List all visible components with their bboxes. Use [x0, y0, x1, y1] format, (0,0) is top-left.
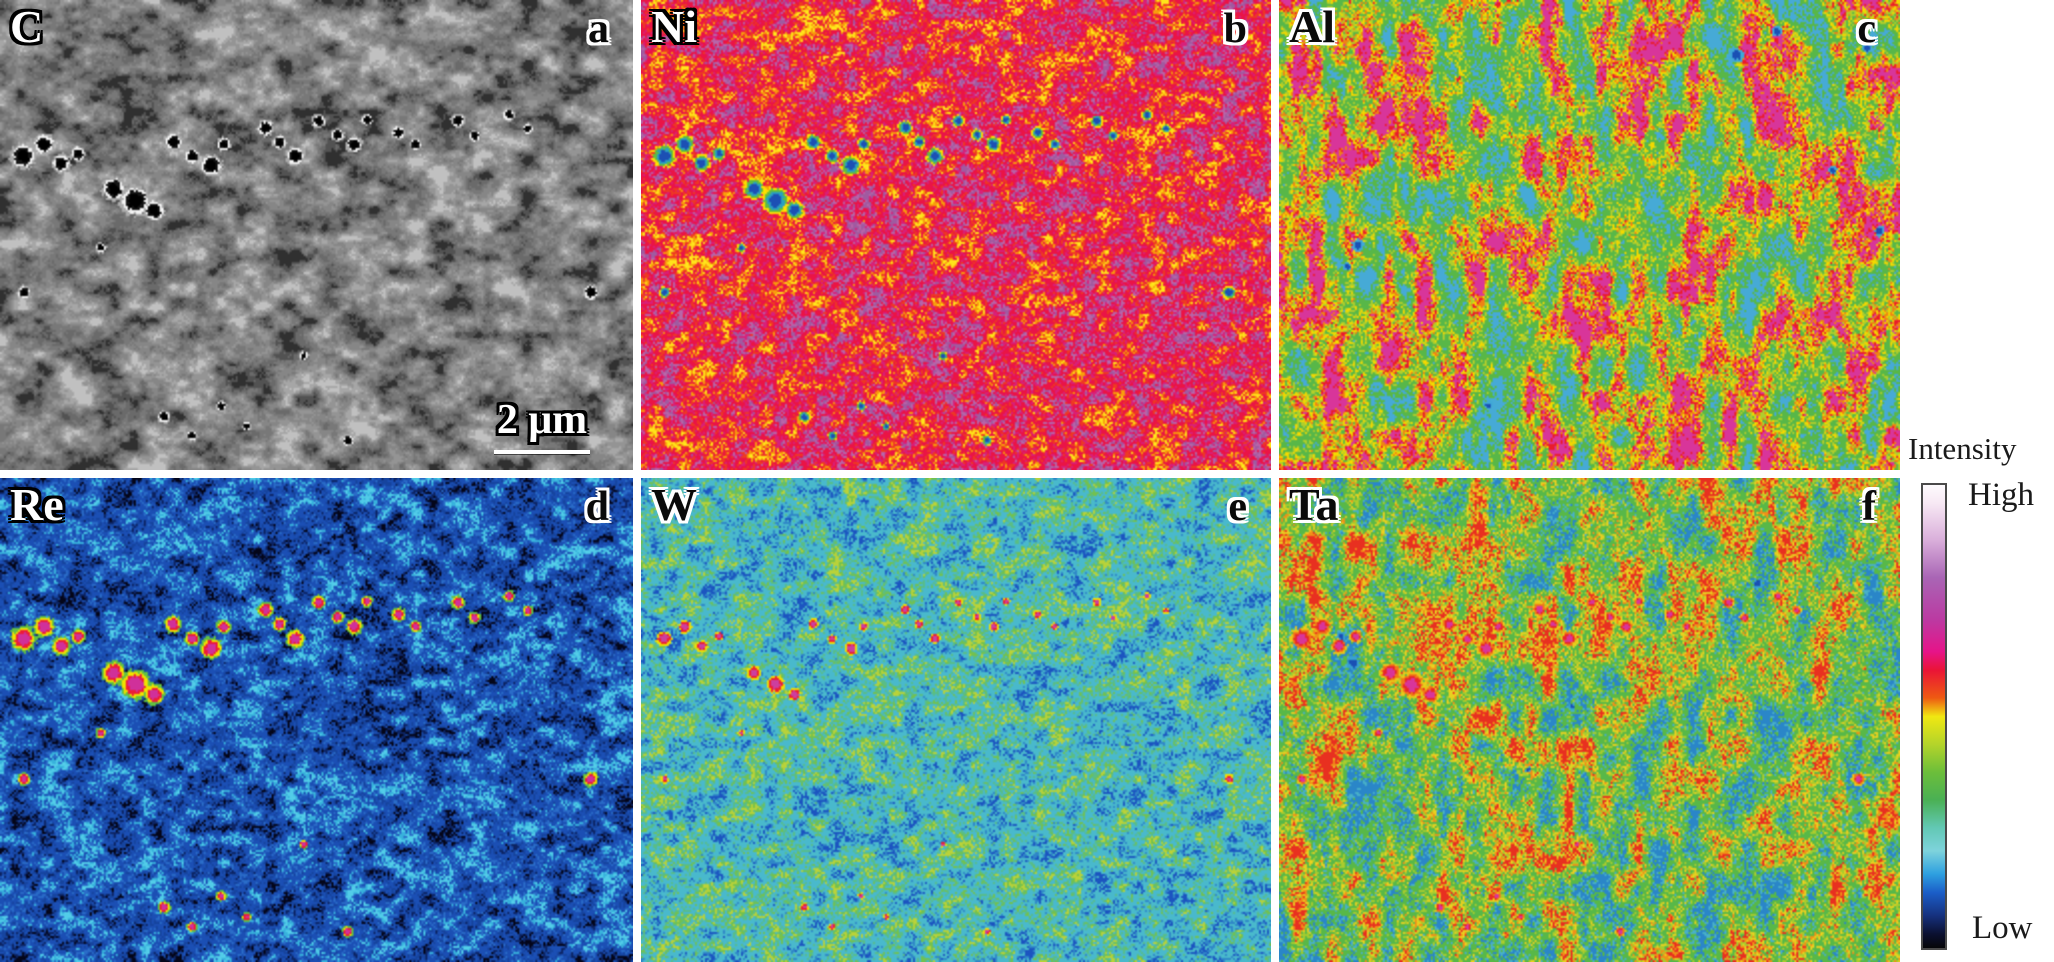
element-label-c: C — [10, 1, 44, 52]
element-label-ta: Ta — [1289, 479, 1339, 530]
colorbar-high-label: High — [1968, 477, 2034, 513]
panel-a-carbon: C a 2 μm — [0, 0, 633, 470]
panel-e-tungsten: W e — [641, 478, 1271, 962]
panel-c-aluminium: Al c — [1279, 0, 1900, 470]
element-label-ni: Ni — [651, 1, 697, 52]
panel-letter-b: b — [1223, 6, 1247, 52]
colorbar-gradient — [1921, 483, 1947, 950]
panel-letter-c: c — [1857, 6, 1876, 52]
panel-f-tantalum: Ta f — [1279, 478, 1900, 962]
scale-bar: 2 μm — [462, 396, 622, 454]
map-canvas-re — [0, 478, 633, 962]
colorbar-strip: Intensity High Low — [1900, 0, 2054, 962]
scale-bar-line — [494, 450, 590, 454]
colorbar-low-label: Low — [1972, 910, 2033, 946]
map-canvas-al — [1279, 0, 1900, 470]
panel-letter-a: a — [588, 6, 609, 52]
colorbar-title: Intensity — [1908, 431, 2017, 466]
element-label-re: Re — [10, 479, 64, 530]
map-canvas-w — [641, 478, 1271, 962]
map-canvas-c — [0, 0, 633, 470]
panel-d-rhenium: Re d — [0, 478, 633, 962]
scale-bar-label: 2 μm — [496, 397, 588, 443]
map-canvas-ta — [1279, 478, 1900, 962]
element-label-w: W — [651, 479, 697, 530]
map-canvas-ni — [641, 0, 1271, 470]
panel-letter-d: d — [585, 484, 609, 530]
panel-letter-e: e — [1228, 484, 1247, 530]
panel-b-nickel: Ni b — [641, 0, 1271, 470]
panel-letter-f: f — [1862, 484, 1876, 530]
element-label-al: Al — [1289, 1, 1335, 52]
